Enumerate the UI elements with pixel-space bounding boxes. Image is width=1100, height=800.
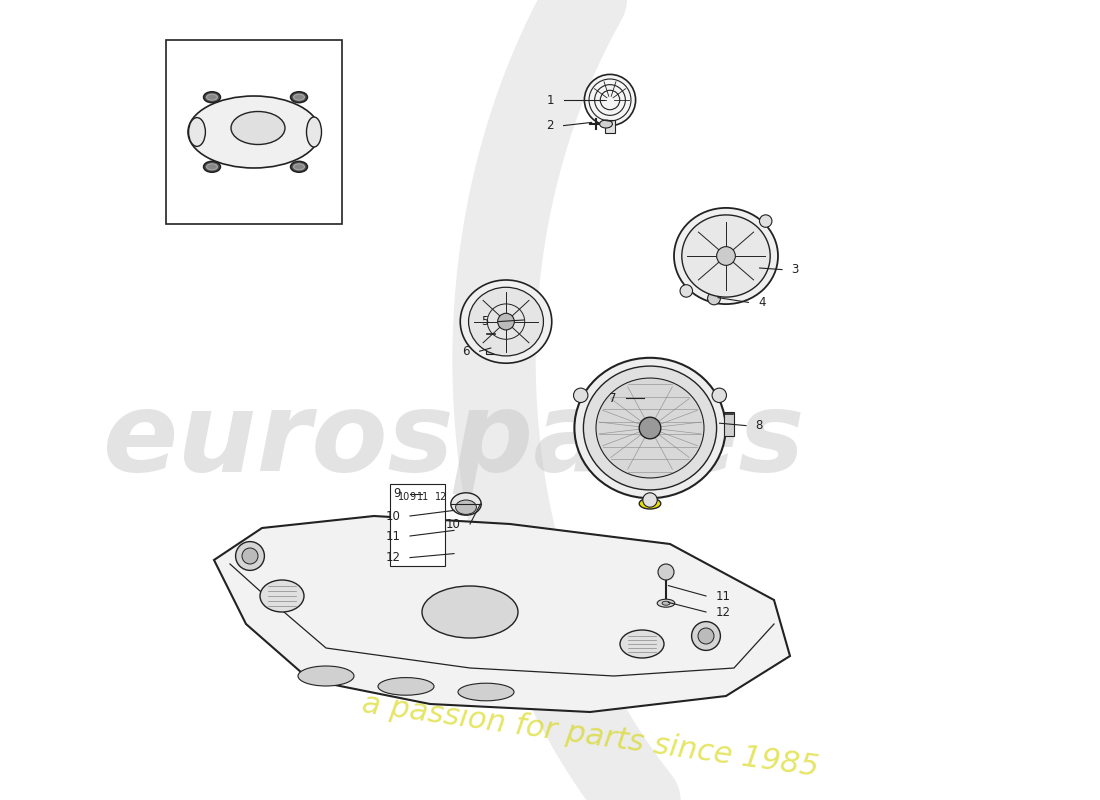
Ellipse shape	[188, 118, 206, 146]
Ellipse shape	[600, 120, 613, 128]
Ellipse shape	[682, 215, 770, 297]
Text: 11: 11	[716, 590, 730, 602]
Circle shape	[698, 628, 714, 644]
Ellipse shape	[298, 666, 354, 686]
Ellipse shape	[231, 111, 285, 145]
Text: 1: 1	[547, 94, 554, 106]
Text: 10: 10	[385, 510, 400, 522]
Ellipse shape	[657, 599, 674, 607]
Ellipse shape	[204, 162, 220, 172]
Ellipse shape	[204, 92, 220, 102]
Text: 9: 9	[393, 487, 400, 500]
Ellipse shape	[469, 287, 543, 356]
Text: 9: 9	[409, 492, 416, 502]
Circle shape	[639, 418, 661, 438]
Ellipse shape	[460, 280, 552, 363]
Text: 12: 12	[385, 551, 400, 564]
Ellipse shape	[574, 358, 726, 498]
Ellipse shape	[207, 94, 218, 100]
Ellipse shape	[188, 96, 320, 168]
Ellipse shape	[290, 92, 307, 102]
Text: a passion for parts since 1985: a passion for parts since 1985	[360, 690, 821, 782]
Text: 11: 11	[417, 492, 429, 502]
Ellipse shape	[451, 493, 481, 515]
Circle shape	[680, 285, 693, 297]
Circle shape	[716, 246, 736, 266]
Ellipse shape	[378, 678, 434, 695]
Ellipse shape	[422, 586, 518, 638]
Circle shape	[497, 314, 515, 330]
Ellipse shape	[674, 208, 778, 304]
Text: eurospares: eurospares	[102, 386, 805, 494]
Circle shape	[759, 215, 772, 227]
Ellipse shape	[207, 164, 218, 170]
Ellipse shape	[307, 117, 321, 147]
Ellipse shape	[583, 366, 716, 490]
Ellipse shape	[294, 164, 305, 170]
Ellipse shape	[458, 683, 514, 701]
Circle shape	[573, 388, 587, 402]
Circle shape	[242, 548, 258, 564]
FancyBboxPatch shape	[486, 333, 496, 354]
Text: 4: 4	[758, 296, 766, 309]
Text: 11: 11	[385, 530, 400, 542]
Circle shape	[584, 74, 636, 126]
Text: 2: 2	[547, 119, 554, 132]
FancyBboxPatch shape	[605, 121, 615, 134]
Circle shape	[707, 292, 721, 305]
Text: 6: 6	[462, 345, 470, 358]
Circle shape	[712, 388, 726, 402]
Text: 12: 12	[434, 492, 448, 502]
Ellipse shape	[662, 602, 670, 605]
Ellipse shape	[639, 498, 661, 509]
Text: 10: 10	[398, 492, 410, 502]
Text: 3: 3	[792, 263, 799, 276]
Circle shape	[235, 542, 264, 570]
Circle shape	[642, 493, 657, 507]
Circle shape	[658, 564, 674, 580]
FancyBboxPatch shape	[166, 40, 342, 224]
FancyBboxPatch shape	[390, 484, 446, 566]
Text: 10: 10	[446, 518, 461, 530]
Circle shape	[692, 622, 720, 650]
Text: 8: 8	[756, 419, 763, 432]
Ellipse shape	[620, 630, 664, 658]
Ellipse shape	[294, 94, 305, 100]
Polygon shape	[214, 516, 790, 712]
Ellipse shape	[290, 162, 307, 172]
FancyBboxPatch shape	[725, 412, 734, 436]
Text: 7: 7	[609, 392, 616, 405]
Text: 5: 5	[481, 315, 488, 328]
Text: 12: 12	[716, 606, 730, 618]
Ellipse shape	[455, 500, 476, 514]
Ellipse shape	[596, 378, 704, 478]
Ellipse shape	[260, 580, 304, 612]
